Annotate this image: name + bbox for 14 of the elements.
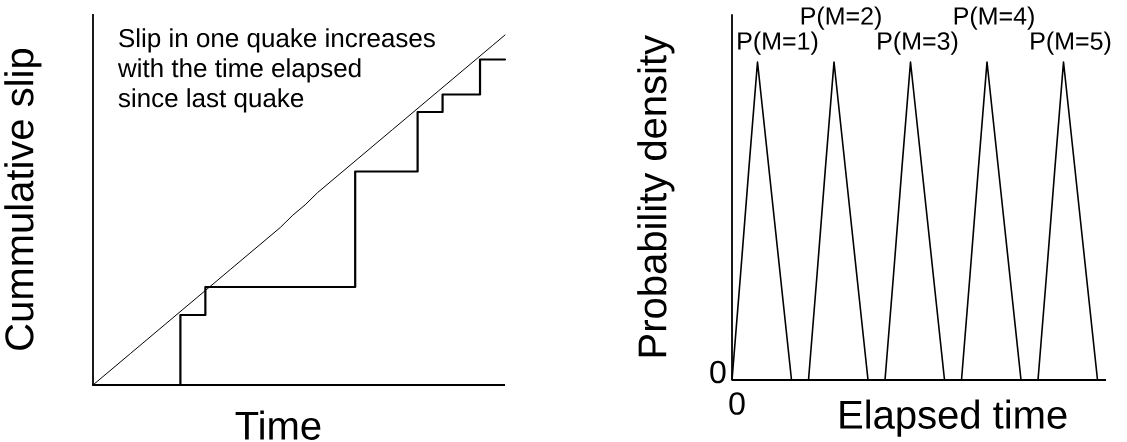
annotation: since last quake (118, 88, 304, 113)
series-label: P(M=1) (738, 31, 818, 55)
text: 0 (710, 360, 726, 384)
annotation: Slip in one quake increases (119, 28, 435, 53)
x-axis-title: Elapsed time (840, 399, 1067, 437)
y-axis-title: Probability density (637, 35, 675, 357)
y-axis-title: Cummulative slip (4, 49, 42, 350)
x-axis-title: Time (235, 410, 321, 440)
series-label: P(M=2) (801, 6, 881, 30)
series-label: P(M=5) (1031, 31, 1111, 55)
text: 0 (729, 392, 745, 415)
series-label: P(M=3) (878, 31, 958, 55)
series-label: P(M=4) (954, 6, 1034, 30)
annotation: with the time elapsed (117, 58, 361, 83)
